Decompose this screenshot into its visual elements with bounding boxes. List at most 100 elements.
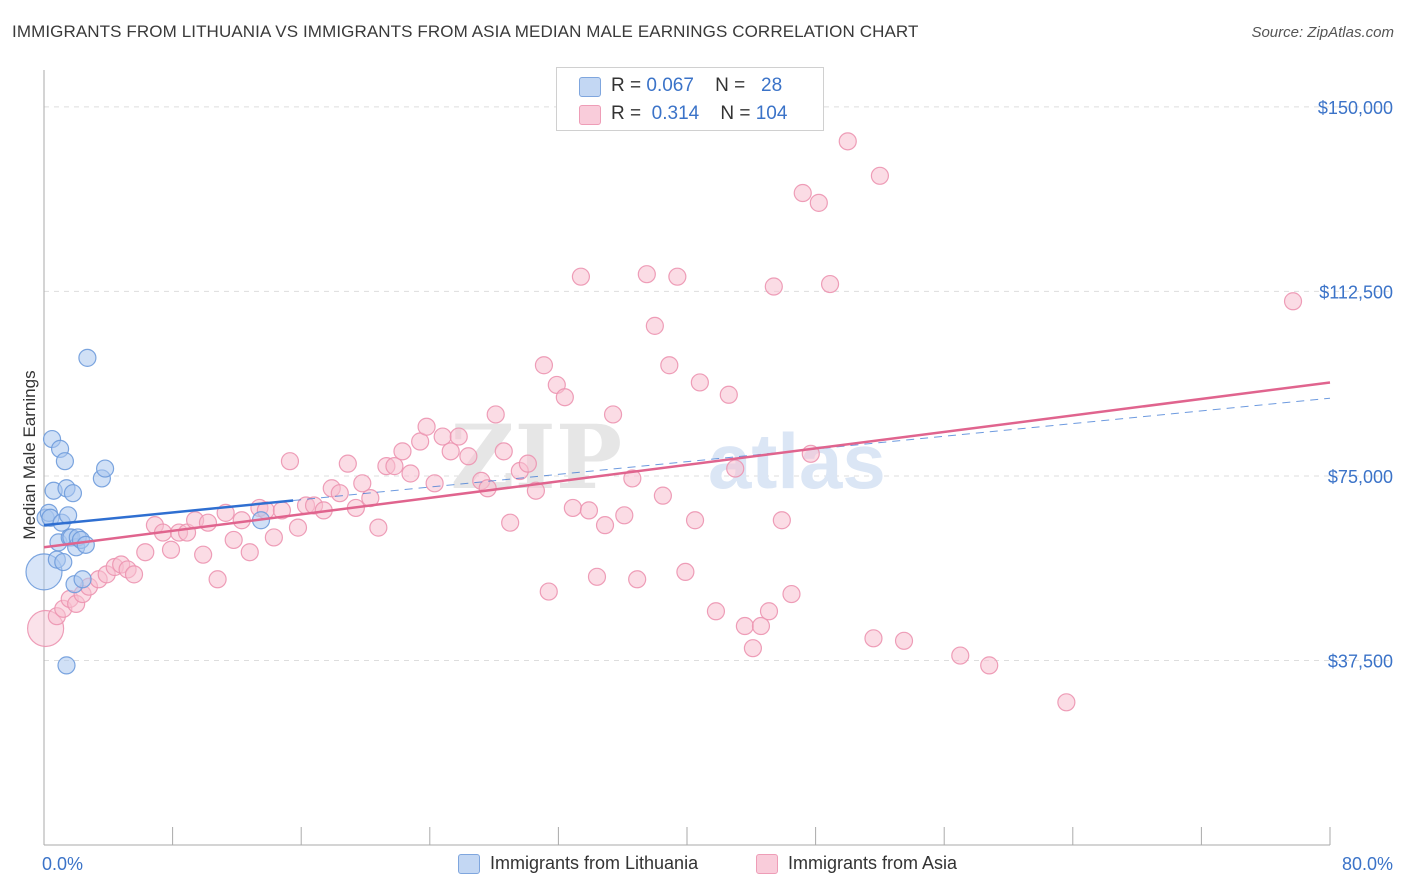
- asia-point: [494, 442, 513, 461]
- asia-point: [809, 193, 828, 212]
- y-tick-label: $150,000: [1318, 98, 1393, 118]
- lithuania-point: [55, 452, 74, 471]
- lithuania-point: [54, 552, 73, 572]
- legend-swatch-asia: [579, 105, 601, 125]
- lithuania-point: [78, 348, 97, 367]
- y-tick-label: $112,500: [1319, 282, 1393, 302]
- asia-point: [1283, 292, 1303, 311]
- correlation-legend: R = 0.067 N = 28 R = 0.314 N = 104: [556, 67, 824, 131]
- lithuania-point: [73, 570, 92, 589]
- grid-lines: [44, 106, 1393, 661]
- legend-n-label: N =: [720, 103, 751, 124]
- asia-point: [587, 567, 607, 586]
- asia-point: [772, 511, 791, 530]
- legend-r-label: R =: [611, 75, 642, 96]
- series-asia-points: [27, 132, 1303, 712]
- asia-point: [764, 277, 783, 296]
- asia-point: [668, 267, 687, 286]
- asia-point: [449, 427, 468, 446]
- asia-point: [441, 442, 460, 461]
- lithuania-point: [76, 535, 95, 554]
- asia-point: [759, 602, 779, 621]
- asia-point: [280, 452, 300, 471]
- asia-point: [726, 459, 745, 478]
- asia-point: [782, 584, 801, 604]
- x-tick-max: 80.0%: [1342, 854, 1393, 874]
- asia-point: [685, 511, 705, 530]
- asia-point: [615, 506, 634, 525]
- asia-point: [198, 513, 218, 532]
- asia-point: [353, 474, 372, 493]
- asia-point: [124, 565, 144, 584]
- asia-point: [579, 501, 599, 520]
- asia-point: [980, 656, 999, 675]
- asia-point: [385, 457, 404, 476]
- asia-point: [1057, 693, 1076, 712]
- asia-point: [743, 639, 763, 658]
- trend-lines: [43, 381, 1331, 549]
- asia-point: [690, 373, 709, 392]
- asia-point: [864, 629, 883, 648]
- asia-point: [951, 646, 970, 665]
- y-axis-label: Median Male Earnings: [20, 370, 39, 539]
- asia-point: [571, 267, 591, 286]
- asia-point: [288, 518, 308, 537]
- asia-point: [486, 405, 505, 424]
- y-tick-labels: $37,500 $75,000 $112,500 $150,000: [1318, 98, 1393, 672]
- source-label: Source: ZipAtlas.com: [1251, 24, 1394, 41]
- asia-point: [369, 518, 388, 537]
- asia-point: [623, 469, 642, 488]
- asia-point: [526, 481, 545, 500]
- lithuania-trend-line: [43, 499, 294, 527]
- lithuania-point: [63, 484, 83, 503]
- legend-swatch-lithuania: [579, 77, 601, 97]
- asia-point: [539, 582, 558, 601]
- asia-point: [676, 562, 695, 582]
- asia-point: [534, 356, 554, 375]
- legend-r-value: 0.067: [646, 75, 694, 96]
- asia-point: [595, 516, 615, 535]
- asia-trend-line: [43, 381, 1331, 549]
- asia-point: [330, 484, 349, 503]
- asia-point: [224, 530, 243, 550]
- asia-point: [820, 274, 840, 294]
- asia-point: [894, 631, 914, 650]
- legend-n-value: 104: [755, 103, 788, 124]
- legend-n-label: N =: [715, 75, 746, 96]
- asia-point: [518, 454, 537, 473]
- asia-point: [653, 486, 672, 505]
- asia-point: [425, 474, 444, 493]
- asia-point: [208, 570, 227, 589]
- bottom-legend-swatch-lithuania: [458, 854, 480, 874]
- asia-point: [563, 498, 582, 518]
- asia-point: [459, 447, 478, 466]
- asia-point: [637, 265, 656, 284]
- chart-title: IMMIGRANTS FROM LITHUANIA VS IMMIGRANTS …: [12, 22, 919, 41]
- asia-point: [240, 543, 259, 562]
- asia-point: [706, 602, 726, 621]
- asia-point: [555, 388, 574, 407]
- asia-point: [417, 417, 436, 436]
- asia-point: [793, 183, 812, 203]
- bottom-legend-swatch-asia: [756, 854, 778, 874]
- asia-point: [603, 405, 623, 424]
- y-tick-label: $37,500: [1328, 651, 1393, 671]
- asia-point: [870, 166, 890, 185]
- bottom-legend-label-lithuania: Immigrants from Lithuania: [490, 853, 699, 873]
- asia-point: [838, 132, 857, 151]
- lithuania-point: [57, 656, 76, 675]
- legend-n-value: 28: [761, 75, 783, 96]
- asia-point: [751, 616, 771, 636]
- asia-point: [719, 385, 738, 404]
- legend-r-label: R =: [611, 103, 642, 124]
- asia-point: [161, 540, 181, 559]
- asia-point: [628, 570, 647, 589]
- lithuania-point: [95, 459, 115, 478]
- asia-point: [501, 513, 520, 532]
- asia-point: [660, 356, 679, 375]
- asia-point: [264, 528, 283, 547]
- asia-point: [136, 543, 155, 562]
- asia-point: [194, 545, 213, 564]
- legend-r-value: 0.314: [651, 103, 700, 124]
